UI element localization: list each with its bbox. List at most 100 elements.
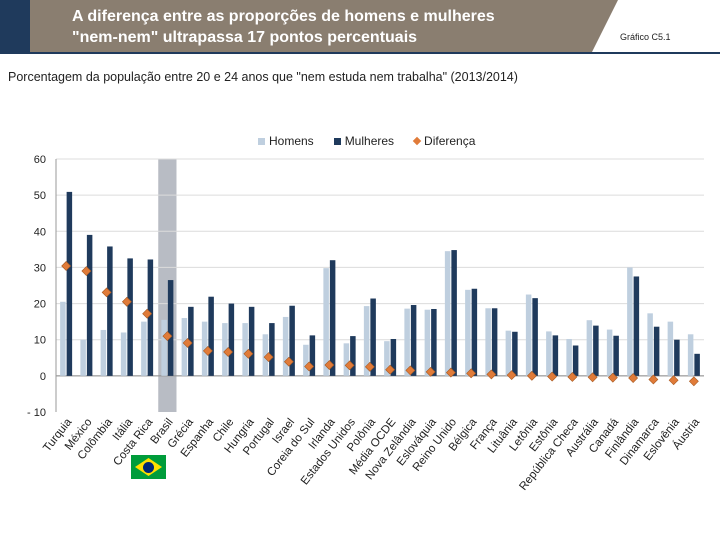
header-left-strip	[0, 0, 30, 52]
title-band-notch	[592, 0, 618, 52]
y-tick-label: 40	[34, 226, 46, 238]
bar-mulheres-finlandia	[633, 276, 640, 376]
bar-mulheres-brasil	[167, 280, 174, 376]
bar-mulheres-lituania	[512, 331, 518, 376]
bar-homens-hungria	[242, 323, 248, 376]
bar-mulheres-dinamarca	[653, 326, 660, 376]
point-diferenca-brasil	[162, 331, 173, 342]
bar-homens-austria	[687, 334, 694, 376]
bar-homens-estados-unidos	[343, 343, 350, 376]
bar-mulheres-polonia	[370, 298, 376, 376]
point-diferenca-letonia	[526, 370, 537, 381]
point-diferenca-grecia	[182, 338, 193, 348]
bar-mulheres-belgica	[471, 288, 478, 376]
bar-mulheres-chile	[228, 303, 235, 376]
bar-homens-portugal	[262, 334, 269, 376]
bar-mulheres-eslovaquia	[431, 308, 437, 376]
bar-homens-franca	[485, 308, 491, 376]
bar-homens-nova-zelandia	[404, 308, 410, 376]
point-diferenca-costa-rica	[142, 308, 153, 319]
chart-number-badge: Gráfico C5.1	[620, 32, 671, 42]
point-diferenca-hungria	[243, 348, 254, 359]
y-tick-label: 30	[34, 262, 46, 274]
bar-homens-italia	[120, 332, 127, 376]
bar-homens-espanha	[201, 321, 208, 376]
bar-homens-estonia	[546, 331, 552, 376]
bar-homens-finlandia	[627, 267, 633, 376]
point-diferenca-australia	[587, 372, 598, 383]
y-tick-label: 20	[34, 299, 46, 311]
point-diferenca-portugal	[263, 352, 274, 362]
legend-item-mulheres: Mulheres	[333, 134, 394, 148]
point-diferenca-colombia	[101, 287, 112, 298]
bar-homens-irlanda	[323, 268, 329, 376]
bar-mulheres-coreia-do-sul	[309, 335, 316, 376]
bar-mulheres-letonia	[532, 298, 538, 376]
bar-homens-eslovaquia	[424, 309, 431, 376]
bar-homens-israel	[282, 316, 289, 376]
bar-mulheres-mexico	[86, 234, 93, 376]
bar-homens-polonia	[363, 306, 370, 376]
bar-mulheres-nova-zelandia	[410, 305, 417, 376]
title-line-2: "nem-nem" ultrapassa 17 pontos percentua…	[72, 29, 418, 46]
bar-homens-media-ocde	[384, 341, 390, 376]
bar-mulheres-australia	[593, 325, 599, 376]
title-band	[30, 0, 592, 52]
bar-homens-brasil	[161, 319, 167, 376]
legend-swatch-mulheres	[333, 137, 341, 145]
bar-homens-costa-rica	[141, 321, 147, 376]
y-tick-label: 0	[40, 371, 46, 383]
bar-homens-grecia	[181, 318, 188, 376]
point-diferenca-polonia	[364, 361, 375, 372]
bar-mulheres-costa-rica	[147, 259, 154, 376]
point-diferenca-finlandia	[628, 373, 639, 383]
point-diferenca-turquia	[61, 261, 72, 271]
bar-homens-colombia	[100, 329, 107, 376]
point-diferenca-italia	[121, 296, 132, 307]
point-diferenca-coreia-do-sul	[304, 361, 315, 372]
bar-mulheres-estados-unidos	[350, 336, 356, 376]
bar-mulheres-colombia	[107, 246, 113, 376]
point-diferenca-reino-unido	[445, 367, 456, 378]
header-rule	[0, 52, 720, 54]
bar-homens-republica-checa	[566, 338, 572, 376]
y-tick-label: 10	[34, 335, 46, 347]
point-diferenca-irlanda	[324, 360, 335, 370]
legend-item-diferenca: Diferença	[412, 134, 476, 148]
legend-item-homens: Homens	[258, 134, 314, 148]
point-diferenca-mexico	[81, 266, 92, 276]
highlight-band-brasil	[158, 159, 177, 412]
page-title: A diferença entre as proporções de homen…	[72, 6, 592, 48]
point-diferenca-media-ocde	[385, 364, 396, 375]
y-tick-label: 50	[34, 190, 46, 202]
title-line-1: A diferença entre as proporções de homen…	[72, 8, 495, 25]
chart-subtitle: Porcentagem da população entre 20 e 24 a…	[8, 70, 518, 84]
point-diferenca-eslovaquia	[425, 366, 436, 377]
bar-mulheres-espanha	[208, 296, 214, 376]
point-diferenca-lituania	[506, 370, 517, 381]
y-tick-label: 60	[34, 154, 46, 166]
bar-mulheres-portugal	[269, 323, 275, 376]
point-diferenca-austria	[688, 376, 699, 387]
y-tick-label: - 10	[27, 407, 46, 419]
point-diferenca-nova-zelandia	[405, 365, 416, 376]
point-diferenca-eslovenia	[668, 375, 679, 386]
bar-homens-lituania	[505, 330, 512, 376]
legend-label-diferenca: Diferença	[424, 134, 476, 148]
bar-mulheres-hungria	[248, 306, 255, 376]
bar-mulheres-media-ocde	[390, 338, 397, 376]
bar-homens-letonia	[525, 294, 532, 376]
bar-mulheres-estonia	[552, 335, 559, 376]
point-diferenca-franca	[486, 369, 497, 380]
bar-mulheres-reino-unido	[451, 250, 457, 376]
bar-mulheres-eslovenia	[674, 339, 680, 376]
legend-swatch-homens	[258, 137, 265, 145]
bar-mulheres-franca	[491, 308, 498, 376]
bar-homens-dinamarca	[647, 313, 653, 376]
point-diferenca-espanha	[202, 345, 213, 356]
point-diferenca-belgica	[466, 368, 477, 379]
chart-legend: Homens Mulheres Diferença	[258, 134, 475, 148]
bar-homens-belgica	[465, 289, 471, 376]
bar-homens-australia	[586, 320, 593, 376]
